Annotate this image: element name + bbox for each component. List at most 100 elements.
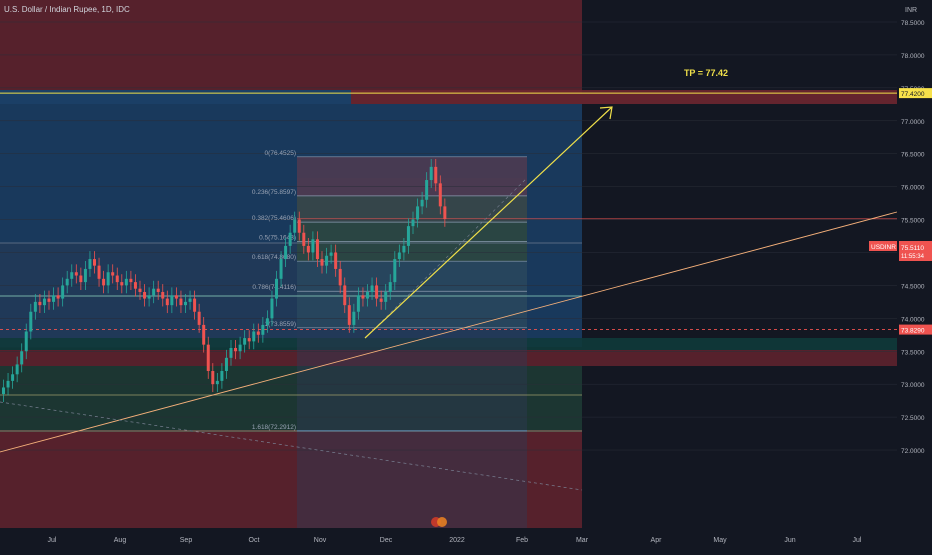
y-tick-label: 72.5000 [901,415,925,422]
x-tick-label: Sep [180,537,193,544]
candle [343,285,347,306]
candle [211,371,215,385]
candle [174,295,178,299]
y-tick-label: 78.0000 [901,53,925,60]
candle [129,278,133,283]
candle [252,331,256,342]
candle [161,291,165,299]
candle [79,275,83,283]
candle [375,285,379,299]
candle [238,344,242,352]
candle [315,239,319,260]
x-tick-label: Jul [48,537,57,544]
event-icon [437,517,447,527]
candle [397,252,401,260]
fib-label: 0(76.4525) [265,150,296,157]
candle [275,278,278,299]
candle [229,347,233,358]
y-tick-label: 76.0000 [901,185,925,192]
candle [88,259,92,269]
candle [270,298,274,319]
x-tick-label: Aug [114,537,127,544]
tp-zone-left [0,90,351,104]
candle [338,268,342,286]
candle [52,295,56,302]
candle [352,311,356,325]
candle [356,295,360,312]
candle [302,232,306,246]
candle [256,331,260,335]
candle [56,295,60,299]
x-tick-label: Feb [516,537,528,544]
y-tick-label: 74.5000 [901,283,925,290]
candle [279,259,283,279]
projection-arrow [364,106,613,339]
candle [406,226,410,246]
x-tick-label: Jun [784,537,795,544]
candle [38,301,42,306]
tp-zone [351,90,897,104]
candle [102,278,106,286]
candle [152,288,156,296]
tp-price-tag-bg [899,88,932,99]
x-tick-label: Mar [576,537,589,544]
fib-label: 0.382(75.4606) [252,215,296,222]
candle [197,311,201,325]
y-tick-label: 78.5000 [901,20,925,27]
stop-price-tag-bg [899,324,932,335]
candle [243,338,247,345]
candle [402,245,406,253]
candle [170,295,174,306]
candle [188,298,192,302]
candle [297,219,301,233]
candle [384,291,388,302]
symbol-tag-bg [869,241,897,251]
candle [138,288,142,292]
candle [334,252,338,269]
x-tick-label: Dec [380,537,393,544]
candle [120,282,124,286]
candle [29,311,33,332]
candle [20,351,24,365]
candle [265,318,269,325]
candle [206,344,210,372]
candle [124,278,128,286]
stop-price-tag: 73.8290 [901,328,925,335]
candle [147,295,151,299]
candle [215,380,219,385]
candle [306,245,310,253]
candle [42,298,46,306]
candle [438,183,442,207]
candle [284,245,288,260]
candle [247,338,251,342]
candle [234,347,238,352]
candle [311,239,315,253]
candle [202,324,206,345]
candle [379,298,383,302]
candle [93,259,96,266]
fib-band-1 [297,195,527,223]
candle [65,278,69,286]
candle [6,380,10,388]
descending-trendline [0,401,583,491]
candle [111,272,115,276]
axis-currency: INR [905,7,917,14]
stop-zone-top [0,0,582,94]
fib-band-0 [297,156,527,196]
candle [347,305,351,325]
candle [47,298,51,302]
candle [24,331,28,352]
candle [420,199,424,207]
fib-label: 1(73.8559) [265,321,296,328]
candle [115,275,119,283]
current-price: 75.5110 [901,245,924,252]
candle [293,219,297,233]
y-tick-label: 73.0000 [901,382,925,389]
candle [388,282,392,292]
x-tick-label: Apr [651,537,663,544]
candle [411,219,415,227]
candle [393,259,397,283]
candle [429,166,433,181]
